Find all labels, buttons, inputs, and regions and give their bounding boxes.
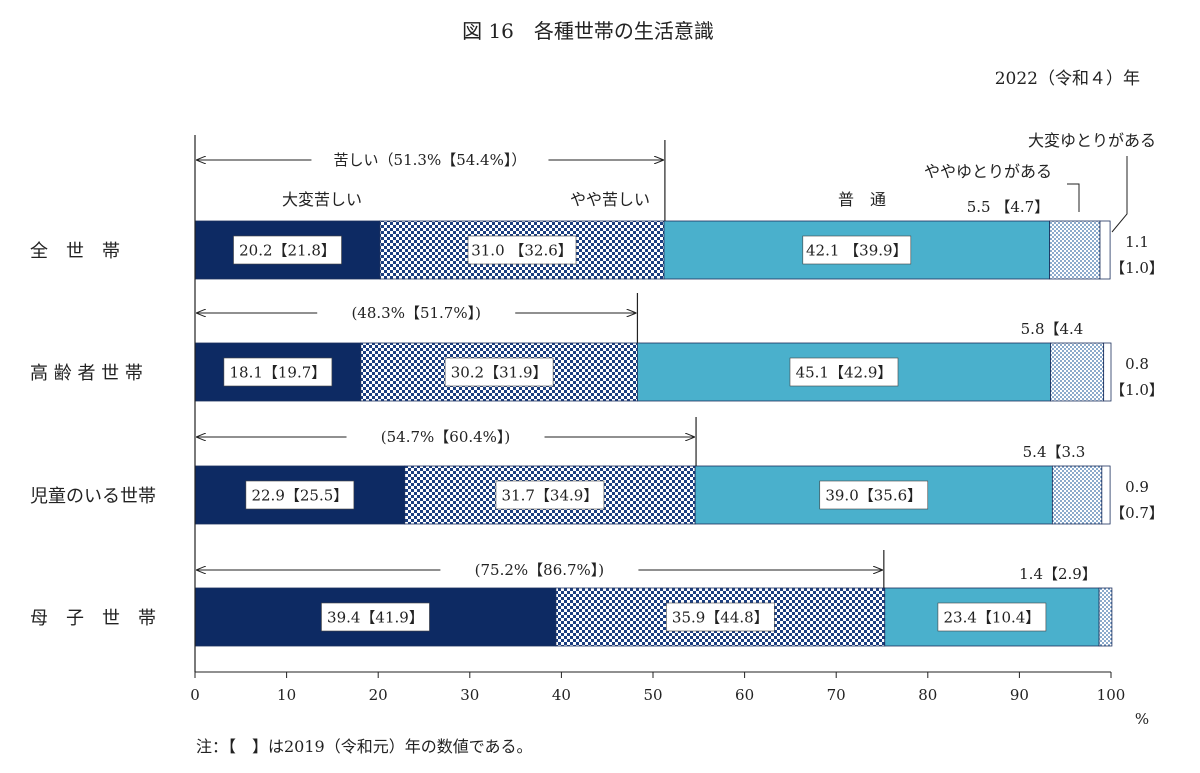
value-label-1-2-box: [495, 480, 605, 510]
overlay-layer: 全 世 帯 20.2【21.8】 31.0 【32.6】 42.1 【39.9】高 齢…: [30, 131, 1164, 704]
leader-line-4: [1111, 156, 1128, 233]
value-label-2-2-box: [819, 480, 929, 510]
x-tick-label-10: 100: [1097, 686, 1126, 704]
value-label-1-3-box: [666, 602, 775, 632]
value-label-0-2: 22.9【25.5】: [251, 487, 348, 505]
value-label-1-0: 31.0 【32.6】: [471, 242, 573, 260]
value-label-1-1: 30.2【31.9】: [451, 364, 548, 382]
range-label-3: (75.2%【86.7%】): [475, 561, 605, 579]
x-tick-label-1: 10: [277, 686, 296, 704]
value-label-0-3: 39.4【41.9】: [327, 609, 424, 627]
chart-subtitle: 2022（令和４）年: [995, 69, 1140, 89]
unit-label: %: [1135, 710, 1149, 728]
range-label-0: 苦しい（51.3%【54.4%】）: [334, 151, 527, 169]
footnote: 注：【 】は2019（令和元）年の数値である。: [196, 737, 533, 756]
value-label-0-3-box: [321, 602, 430, 632]
value-label-2-0-box: [802, 235, 912, 265]
x-tick-label-5: 50: [643, 686, 662, 704]
category-label-3: 母 子 世 帯: [30, 608, 156, 629]
x-tick-label-6: 60: [735, 686, 754, 704]
bar-3-3: [1098, 587, 1113, 647]
bar-3-2: [1051, 465, 1103, 525]
value-label-2-2: 39.0【35.6】: [825, 487, 922, 505]
value-label-1-3: 35.9【44.8】: [672, 609, 769, 627]
value-label-4-bottom-1: 【1.0】: [1110, 381, 1164, 399]
bar-3-0: [1049, 220, 1101, 280]
series-name-4: 大変ゆとりがある: [1028, 131, 1156, 150]
value-label-4-bottom-2: 【0.7】: [1110, 504, 1164, 522]
bars-layer: [194, 220, 1113, 647]
value-label-2-3-box: [937, 602, 1047, 632]
x-tick-label-3: 30: [460, 686, 479, 704]
value-label-4-top-0: 1.1: [1125, 233, 1149, 251]
range-label-bg-1: [317, 301, 516, 325]
range-label-bg-3: [440, 558, 639, 582]
bar-4-1: [1103, 342, 1112, 402]
value-label-0-0-box: [233, 235, 342, 265]
category-label-0: 全 世 帯: [30, 241, 120, 262]
range-label-2: (54.7%【60.4%】): [381, 428, 511, 446]
value-label-0-1-box: [223, 357, 333, 387]
value-label-0-0: 20.2【21.8】: [239, 242, 336, 260]
value-label-4-top-2: 0.9: [1125, 478, 1149, 496]
value-label-3-3: 1.4【2.9】: [1019, 565, 1097, 583]
series-name-1: やや苦しい: [570, 190, 650, 209]
value-label-2-1-box: [789, 357, 899, 387]
x-tick-label-2: 20: [369, 686, 388, 704]
series-name-2: 普 通: [838, 190, 886, 209]
value-label-4-bottom-0: 【1.0】: [1110, 259, 1164, 277]
value-label-4-top-1: 0.8: [1125, 355, 1149, 373]
category-label-2: 児童のいる世帯: [30, 486, 156, 507]
bar-4-2: [1101, 465, 1111, 525]
x-tick-label-0: 0: [190, 686, 200, 704]
x-tick-label-9: 90: [1010, 686, 1029, 704]
range-label-bg-0: [311, 148, 549, 172]
category-label-1: 高 齢 者 世 帯: [30, 363, 143, 384]
chart-title: 図 16 各種世帯の生活意識: [462, 19, 714, 43]
series-name-3: ややゆとりがある: [924, 162, 1052, 181]
value-label-0-2-box: [245, 480, 355, 510]
x-tick-label-4: 40: [552, 686, 571, 704]
leader-line-3: [1067, 183, 1080, 212]
value-label-3-0: 5.5 【4.7】: [967, 198, 1049, 216]
x-tick-label-7: 70: [827, 686, 846, 704]
x-tick-label-8: 80: [918, 686, 937, 704]
value-label-2-3: 23.4【10.4】: [944, 609, 1041, 627]
series-name-0: 大変苦しい: [282, 190, 362, 209]
value-label-2-1: 45.1【42.9】: [796, 364, 893, 382]
bar-4-0: [1099, 220, 1111, 280]
value-label-1-1-box: [444, 357, 554, 387]
value-label-3-1: 5.8【4.4: [1021, 320, 1084, 338]
range-label-1: (48.3%【51.7%】): [351, 304, 481, 322]
value-label-3-2: 5.4【3.3: [1023, 443, 1086, 461]
bar-3-1: [1050, 342, 1105, 402]
value-label-1-2: 31.7【34.9】: [502, 487, 599, 505]
value-label-0-1: 18.1【19.7】: [229, 364, 326, 382]
range-label-bg-2: [346, 425, 545, 449]
value-label-1-0-box: [467, 235, 577, 265]
value-label-2-0: 42.1 【39.9】: [806, 242, 908, 260]
